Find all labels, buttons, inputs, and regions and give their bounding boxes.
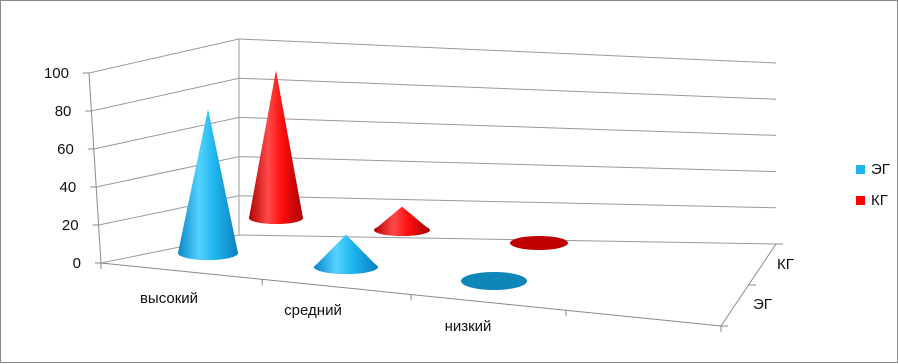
depth-axis-line: [720, 243, 777, 327]
y-tick-label: 20: [62, 217, 79, 234]
gridline-back: [238, 38, 777, 64]
y-tick-label: 80: [55, 103, 72, 120]
depth-label: КГ: [777, 256, 794, 273]
cone-base: [461, 272, 527, 290]
category-label: средний: [284, 302, 342, 319]
cone-eg-1: [314, 234, 378, 274]
y-tick-labels: 0 20 40 60 80 100: [44, 65, 81, 272]
cone-kg-2: [510, 236, 568, 250]
cone-eg-2: [461, 272, 527, 290]
legend: ЭГ КГ: [856, 161, 890, 209]
cone-eg-0: [178, 109, 238, 260]
gridline-back: [238, 234, 777, 245]
gridline-back: [238, 195, 777, 209]
cone-kg-1: [374, 206, 430, 236]
cone-kg-0: [249, 70, 303, 225]
gridline-back: [238, 116, 777, 136]
y-tick-label: 100: [44, 65, 69, 82]
legend-swatch: [856, 196, 865, 205]
cone-body: [314, 234, 378, 274]
legend-label: ЭГ: [871, 161, 890, 178]
cones: [178, 70, 568, 290]
gridline-side: [88, 38, 240, 74]
legend-swatch: [856, 165, 865, 174]
cone-base: [510, 236, 568, 250]
cone-body: [249, 70, 303, 225]
axes: [83, 39, 783, 332]
legend-label: КГ: [871, 192, 888, 209]
category-label: низкий: [445, 318, 492, 335]
y-tick-label: 60: [57, 141, 74, 158]
category-labels: высокий средний низкий: [140, 290, 491, 335]
y-axis-line: [88, 72, 102, 264]
depth-labels: КГ ЭГ: [753, 256, 794, 313]
depth-label: ЭГ: [753, 296, 772, 313]
y-tick-label: 0: [73, 255, 81, 272]
cone-body: [374, 206, 430, 236]
category-label: высокий: [140, 290, 198, 307]
gridline-back: [238, 77, 777, 100]
gridline-back: [238, 156, 777, 173]
gridlines: [88, 38, 777, 264]
y-tick-label: 40: [60, 179, 77, 196]
gridline-side: [93, 116, 240, 150]
gridline-side: [91, 77, 240, 112]
cone-body: [178, 109, 238, 260]
